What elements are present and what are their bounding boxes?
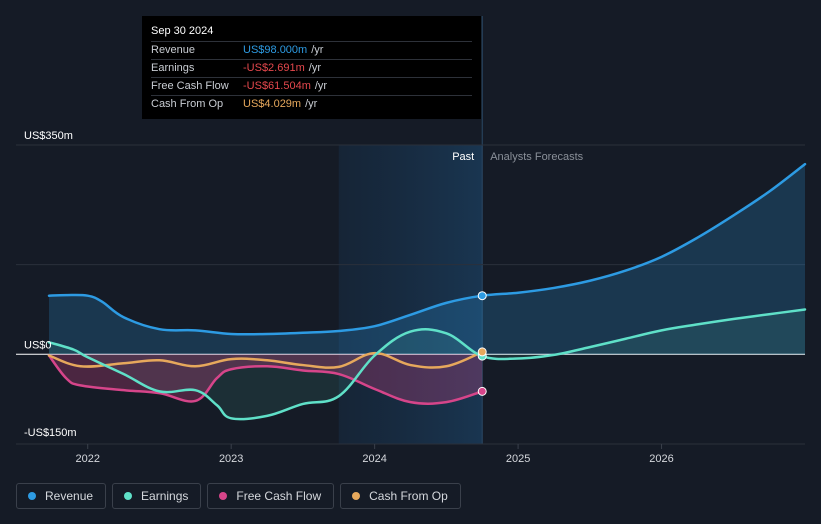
- legend-item-free-cash-flow[interactable]: Free Cash Flow: [207, 483, 335, 509]
- tooltip-row-cash-from-op: Cash From Op US$4.029m /yr: [151, 96, 472, 113]
- tooltip-row-revenue: Revenue US$98.000m /yr: [151, 42, 472, 60]
- tooltip-value: US$98.000m: [243, 44, 308, 56]
- x-tick-label: 2022: [75, 453, 99, 465]
- area-earnings: [48, 309, 805, 420]
- tooltip-row-free-cash-flow: Free Cash Flow -US$61.504m /yr: [151, 78, 472, 96]
- legend-dot-icon: [352, 492, 361, 500]
- legend-dot-icon: [124, 492, 133, 500]
- past-highlight-band: [338, 145, 483, 444]
- line-earnings: [47, 308, 807, 421]
- legend-label: Cash From Op: [369, 489, 448, 503]
- line-cash-from-op: [47, 350, 484, 369]
- y-tick-label: -US$150m: [24, 427, 77, 439]
- tooltip-label: Free Cash Flow: [151, 80, 229, 92]
- tooltip-unit: /yr: [305, 98, 318, 110]
- tooltip: Sep 30 2024 Revenue US$98.000m /yr Earni…: [142, 16, 481, 119]
- tooltip-label: Revenue: [151, 44, 196, 56]
- y-tick-label: US$350m: [24, 130, 73, 142]
- tooltip-row-earnings: Earnings -US$2.691m /yr: [151, 60, 472, 78]
- y-tick-label: US$0: [24, 339, 52, 351]
- tooltip-value: US$4.029m: [243, 98, 302, 110]
- x-tick-label: 2024: [362, 453, 386, 465]
- legend: Revenue Earnings Free Cash Flow Cash Fro…: [16, 483, 461, 511]
- marker-free-cash-flow: [477, 386, 487, 396]
- legend-item-cash-from-op[interactable]: Cash From Op: [340, 483, 461, 509]
- tooltip-label: Earnings: [151, 62, 195, 74]
- x-tick-label: 2025: [506, 453, 530, 465]
- legend-dot-icon: [219, 492, 228, 500]
- legend-label: Earnings: [141, 489, 189, 503]
- tooltip-value: -US$61.504m: [243, 80, 311, 92]
- line-free-cash-flow: [47, 354, 484, 406]
- x-tick-label: 2023: [219, 453, 243, 465]
- legend-item-earnings[interactable]: Earnings: [112, 483, 202, 509]
- forecast-label: Analysts Forecasts: [490, 151, 583, 163]
- tooltip-value: -US$2.691m: [243, 62, 305, 74]
- marker-cash-from-op: [477, 347, 487, 357]
- legend-label: Revenue: [45, 489, 94, 503]
- line-revenue: [47, 162, 807, 336]
- legend-label: Free Cash Flow: [236, 489, 322, 503]
- legend-dot-icon: [28, 492, 36, 500]
- tooltip-unit: /yr: [311, 44, 324, 56]
- tooltip-label: Cash From Op: [151, 98, 224, 110]
- tooltip-unit: /yr: [308, 62, 321, 74]
- legend-item-revenue[interactable]: Revenue: [16, 483, 107, 509]
- area-revenue: [48, 164, 805, 355]
- tooltip-unit: /yr: [314, 80, 328, 92]
- marker-revenue: [477, 291, 487, 301]
- tooltip-date: Sep 30 2024: [151, 24, 472, 42]
- past-label: Past: [452, 151, 474, 163]
- x-tick-label: 2026: [649, 453, 673, 465]
